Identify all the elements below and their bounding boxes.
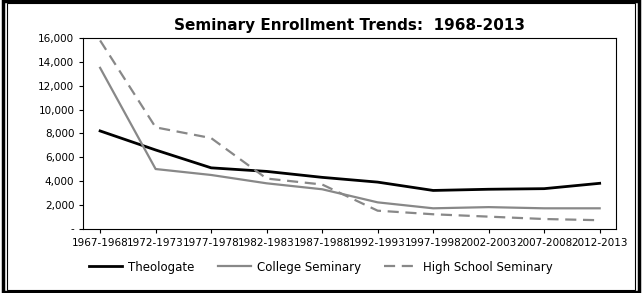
High School Seminary (207, 136, 215, 140)
High School Seminary (318, 183, 326, 186)
Theologate (207, 166, 215, 170)
Theologate (318, 176, 326, 179)
Line: High School Seminary: High School Seminary (100, 40, 600, 220)
High School Seminary (374, 209, 381, 212)
College Seminary (96, 66, 104, 70)
Theologate (429, 189, 437, 192)
High School Seminary (541, 217, 548, 221)
Theologate (374, 180, 381, 184)
Theologate (152, 148, 159, 152)
High School Seminary (263, 177, 270, 180)
College Seminary (152, 167, 159, 171)
College Seminary (485, 205, 492, 209)
College Seminary (541, 207, 548, 210)
Line: College Seminary: College Seminary (100, 68, 600, 208)
College Seminary (429, 207, 437, 210)
College Seminary (263, 182, 270, 185)
High School Seminary (152, 126, 159, 129)
Legend: Theologate, College Seminary, High School Seminary: Theologate, College Seminary, High Schoo… (84, 256, 558, 278)
High School Seminary (96, 39, 104, 42)
Line: Theologate: Theologate (100, 131, 600, 190)
College Seminary (374, 201, 381, 204)
College Seminary (596, 207, 603, 210)
High School Seminary (429, 212, 437, 216)
Theologate (485, 188, 492, 191)
Theologate (596, 182, 603, 185)
Title: Seminary Enrollment Trends:  1968-2013: Seminary Enrollment Trends: 1968-2013 (175, 18, 525, 33)
Theologate (96, 129, 104, 133)
College Seminary (207, 173, 215, 177)
Theologate (263, 170, 270, 173)
College Seminary (318, 188, 326, 191)
High School Seminary (485, 215, 492, 218)
Theologate (541, 187, 548, 190)
High School Seminary (596, 219, 603, 222)
